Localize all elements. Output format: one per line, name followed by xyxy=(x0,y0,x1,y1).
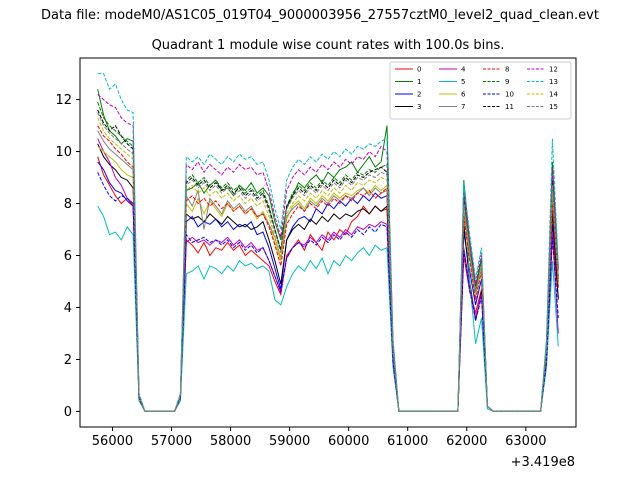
x-tick-label: 61000 xyxy=(387,434,428,449)
chart-title: Quadrant 1 module wise count rates with … xyxy=(152,38,505,53)
legend-label-9: 9 xyxy=(505,78,509,86)
legend-label-6: 6 xyxy=(461,91,466,99)
legend-label-2: 2 xyxy=(417,91,421,99)
x-tick-label: 60000 xyxy=(328,434,369,449)
legend-label-7: 7 xyxy=(461,103,465,111)
legend-label-4: 4 xyxy=(461,66,466,74)
legend-label-10: 10 xyxy=(505,91,514,99)
legend-label-0: 0 xyxy=(417,66,421,74)
legend-label-12: 12 xyxy=(549,66,558,74)
x-tick-label: 63000 xyxy=(505,434,546,449)
y-tick-label: 0 xyxy=(64,405,72,420)
legend-label-14: 14 xyxy=(549,91,558,99)
y-tick-label: 6 xyxy=(64,249,72,264)
plot-lines xyxy=(97,73,559,412)
x-tick-label: 62000 xyxy=(446,434,487,449)
legend-label-13: 13 xyxy=(549,78,558,86)
y-tick-label: 4 xyxy=(64,301,72,316)
x-tick-label: 57000 xyxy=(151,434,192,449)
y-tick-label: 12 xyxy=(55,93,72,108)
series-line-13 xyxy=(97,73,559,412)
legend-label-8: 8 xyxy=(505,66,509,74)
series-line-12 xyxy=(97,94,559,412)
legend-label-11: 11 xyxy=(505,103,514,111)
x-axis: 56000 57000 58000 59000 60000 61000 62000 63000 xyxy=(92,427,546,449)
plot-frame xyxy=(79,57,577,428)
legend-label-15: 15 xyxy=(549,103,558,111)
y-tick-label: 8 xyxy=(64,197,72,212)
legend-box xyxy=(389,61,572,120)
y-axis: 0 2 4 6 8 10 12 xyxy=(55,93,80,420)
y-tick-label: 10 xyxy=(55,145,72,160)
legend-label-3: 3 xyxy=(417,103,421,111)
x-tick-label: 59000 xyxy=(269,434,310,449)
x-tick-label: 58000 xyxy=(210,434,251,449)
y-tick-label: 2 xyxy=(64,353,72,368)
legend-label-1: 1 xyxy=(417,78,421,86)
legend-label-5: 5 xyxy=(461,78,465,86)
data-file-label: Data file: modeM0/AS1C05_019T04_90000039… xyxy=(41,8,599,23)
series-line-15 xyxy=(97,112,559,412)
x-offset-label: +3.419e8 xyxy=(511,455,575,470)
x-tick-label: 56000 xyxy=(92,434,133,449)
